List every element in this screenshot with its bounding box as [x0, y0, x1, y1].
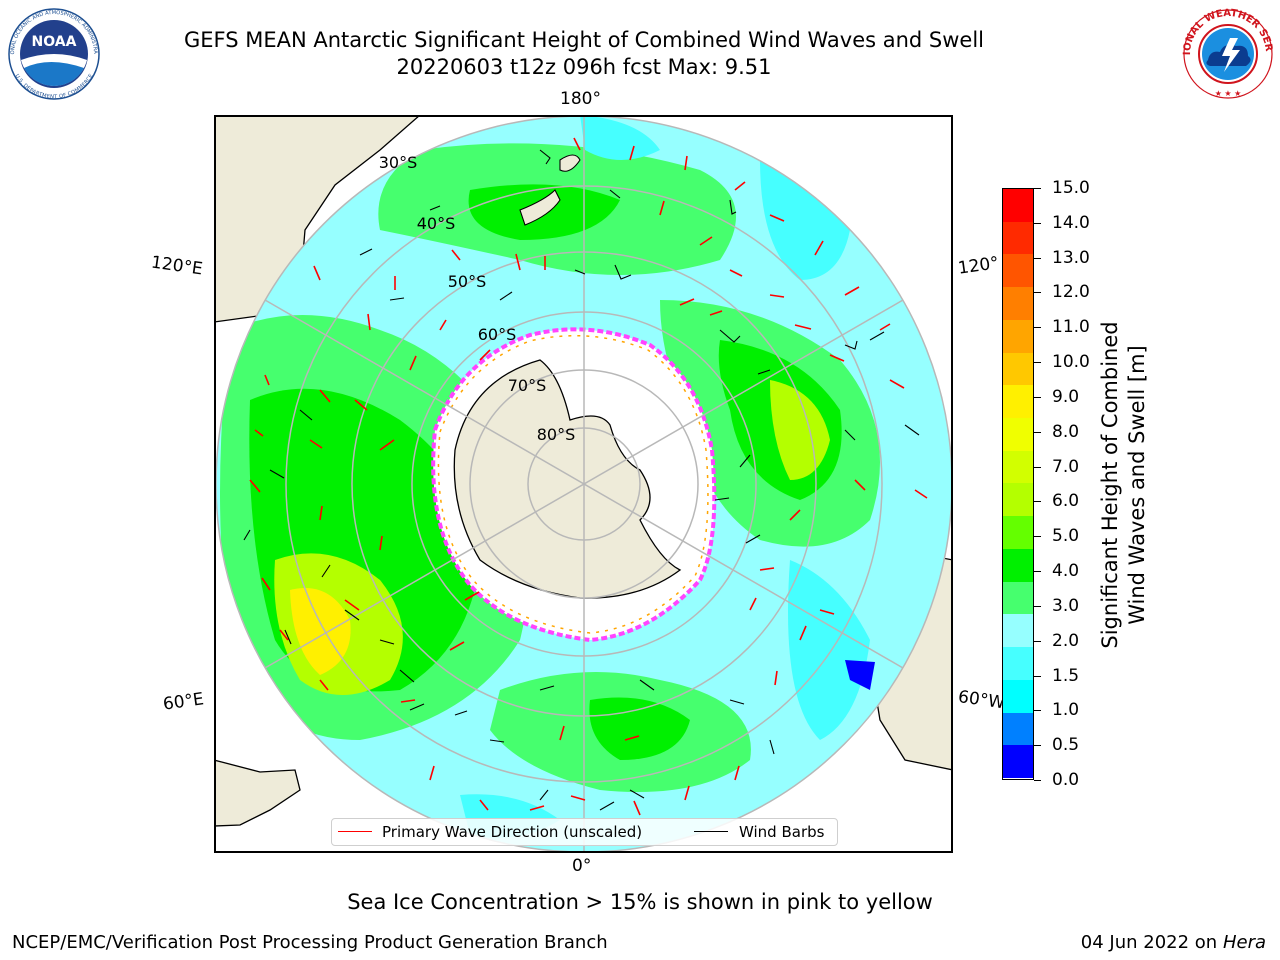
antarctica-land [453, 359, 682, 599]
polar-map: 30°S 40°S 50°S 60°S 70°S 80°S [216, 117, 951, 851]
wind-barbs-swatch [694, 831, 728, 832]
colorbar-tick-label: 8.0 [1034, 422, 1079, 442]
colorbar-segment [1003, 450, 1033, 484]
lon-label-120e: 120°E [149, 252, 204, 280]
colorbar-segment [1003, 287, 1033, 320]
noaa-logo: NOAA NATIONAL OCEANIC AND ATMOSPHERIC AD… [4, 8, 100, 100]
colorbar-tick-label: 1.5 [1034, 666, 1079, 686]
wind-barbs [243, 149, 920, 811]
wave-direction-legend-label: Primary Wave Direction (unscaled) [382, 823, 643, 841]
latitude-labels: 30°S 40°S 50°S 60°S 70°S 80°S [379, 153, 576, 444]
colorbar-tick-label: 1.0 [1034, 700, 1079, 720]
colorbar [1002, 188, 1034, 780]
colorbar-tick-label: 15.0 [1034, 178, 1090, 198]
colorbar-segment [1003, 548, 1033, 582]
colorbar-segment [1003, 352, 1033, 386]
svg-text:NOAA: NOAA [32, 34, 77, 50]
colorbar-title: Significant Height of Combined Wind Wave… [1098, 321, 1149, 649]
colorbar-tick-label: 14.0 [1034, 213, 1090, 233]
colorbar-tick-label: 0.5 [1034, 735, 1079, 755]
lat-label-70: 70°S [508, 376, 547, 395]
lon-label-0: 0° [572, 856, 592, 876]
colorbar-tick-label: 3.0 [1034, 596, 1079, 616]
lon-label-60w: 60°W [956, 687, 1004, 713]
lat-label-30: 30°S [379, 153, 418, 172]
colorbar-segment [1003, 679, 1033, 713]
generation-date: 04 Jun 2022 on Hera [1080, 932, 1266, 953]
lat-label-40: 40°S [417, 214, 456, 233]
colorbar-segment [1003, 189, 1033, 222]
wind-barbs-legend-label: Wind Barbs [739, 823, 825, 841]
colorbar-tick-label: 10.0 [1034, 352, 1090, 372]
lat-label-80: 80°S [537, 425, 576, 444]
map-frame: 30°S 40°S 50°S 60°S 70°S 80°S [214, 115, 953, 853]
chart-title: GEFS MEAN Antarctic Significant Height o… [183, 28, 985, 52]
colorbar-tick-label: 13.0 [1034, 248, 1090, 268]
colorbar-tick-label: 4.0 [1034, 561, 1079, 581]
lon-label-180: 180° [560, 89, 601, 109]
lon-label-60e: 60°E [161, 689, 206, 715]
forecast-subtitle: 20220603 t12z 096h fcst Max: 9.51 [396, 55, 772, 79]
colorbar-segment [1003, 221, 1033, 255]
colorbar-segment [1003, 319, 1033, 353]
colorbar-segment [1003, 745, 1033, 778]
colorbar-segment [1003, 516, 1033, 549]
producer-credit: NCEP/EMC/Verification Post Processing Pr… [12, 932, 608, 953]
svg-text:★ ★ ★: ★ ★ ★ [1215, 89, 1242, 98]
colorbar-tick-label: 11.0 [1034, 317, 1090, 337]
colorbar-segment [1003, 483, 1033, 517]
colorbar-tick-label: 12.0 [1034, 282, 1090, 302]
new-zealand [519, 189, 561, 226]
colorbar-tick-label: 9.0 [1034, 387, 1079, 407]
lat-label-60: 60°S [478, 325, 517, 344]
new-zealand-north [559, 154, 581, 172]
wave-direction-arrows [249, 137, 928, 816]
colorbar-tick-label: 5.0 [1034, 526, 1079, 546]
colorbar-segment [1003, 614, 1033, 648]
lat-label-50: 50°S [448, 272, 487, 291]
colorbar-tick-label: 2.0 [1034, 631, 1079, 651]
nws-logo: NATIONAL WEATHER SERVICE ★ ★ ★ [1178, 8, 1274, 99]
colorbar-segment [1003, 418, 1033, 451]
colorbar-segment [1003, 254, 1033, 288]
graticule [216, 117, 951, 851]
colorbar-segment [1003, 712, 1033, 746]
colorbar-segment [1003, 647, 1033, 680]
sea-ice-note: Sea Ice Concentration > 15% is shown in … [347, 890, 933, 914]
colorbar-tick-label: 7.0 [1034, 457, 1079, 477]
colorbar-segment [1003, 581, 1033, 615]
wave-direction-swatch [338, 831, 372, 832]
colorbar-tick-label: 6.0 [1034, 491, 1079, 511]
map-legend: Primary Wave Direction (unscaled) Wind B… [331, 818, 838, 846]
colorbar-segment [1003, 385, 1033, 419]
colorbar-tick-label: 0.0 [1034, 770, 1079, 790]
lon-label-120w: 120°W [956, 253, 1000, 279]
